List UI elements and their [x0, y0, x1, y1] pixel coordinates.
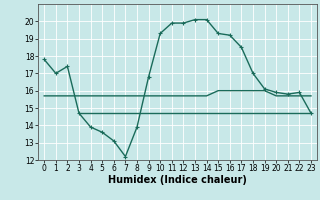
X-axis label: Humidex (Indice chaleur): Humidex (Indice chaleur) [108, 175, 247, 185]
